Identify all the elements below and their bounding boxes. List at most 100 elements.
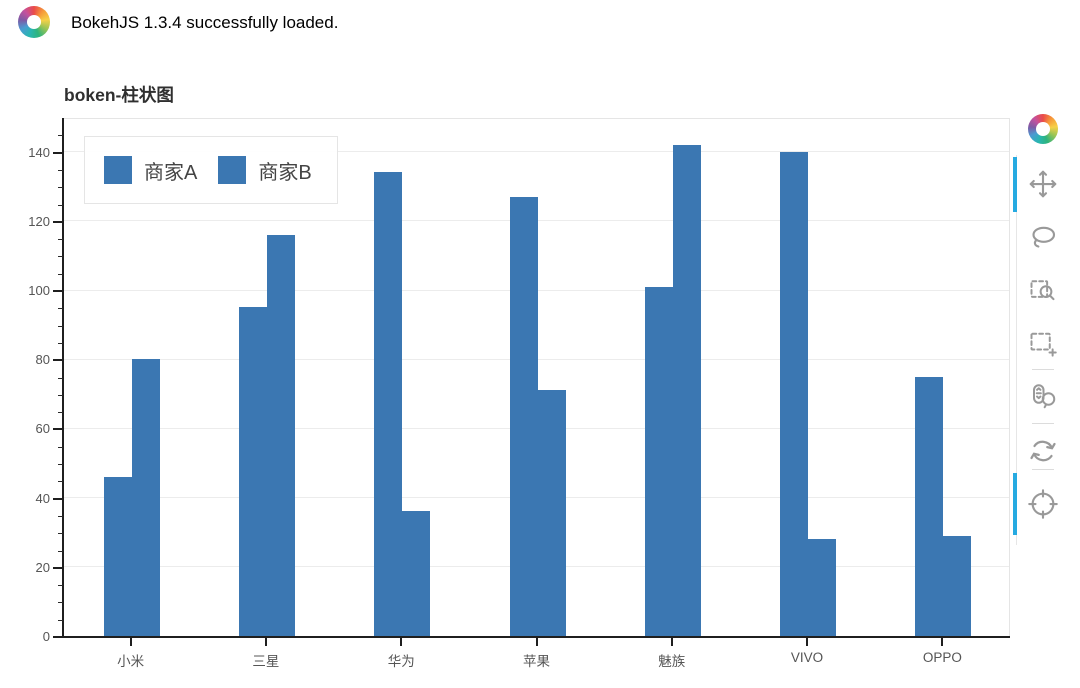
toolbar-separator (1032, 423, 1054, 424)
y-minor-tick (58, 308, 63, 310)
bokeh-logo-icon (18, 6, 50, 38)
y-minor-tick (58, 515, 63, 517)
y-minor-tick (58, 135, 63, 137)
y-major-tick (53, 428, 63, 431)
x-axis-line (62, 636, 1010, 638)
pan-icon (1029, 170, 1057, 198)
bar-商家A-魅族 (644, 286, 673, 636)
lasso-select-tool-button[interactable] (1028, 223, 1058, 253)
y-minor-tick (58, 446, 63, 448)
y-minor-tick (58, 256, 63, 258)
chart-title: boken-柱状图 (64, 85, 174, 105)
bar-商家A-苹果 (509, 196, 538, 636)
box-zoom-icon (1030, 280, 1055, 301)
bar-商家B-小米 (131, 359, 160, 636)
legend-swatch-a (104, 156, 132, 184)
x-major-tick (129, 638, 132, 646)
legend-label-b: 商家B (258, 161, 312, 184)
bar-商家A-OPPO (915, 376, 944, 636)
pan-active-indicator (1013, 157, 1017, 212)
x-major-tick (535, 638, 538, 646)
y-minor-tick (58, 585, 63, 587)
y-minor-tick (58, 412, 63, 414)
y-minor-tick (58, 187, 63, 189)
legend-label-a: 商家A (144, 161, 198, 184)
bar-商家B-魅族 (672, 144, 701, 636)
y-major-tick (53, 566, 63, 569)
y-major-tick (53, 220, 63, 223)
x-major-tick (806, 638, 809, 646)
y-tick-label: 120 (28, 213, 50, 229)
crosshair-tool-button[interactable] (1028, 489, 1058, 519)
bar-商家B-VIVO (808, 539, 837, 636)
y-tick-label: 140 (28, 144, 50, 160)
y-minor-tick (58, 550, 63, 552)
box-zoom-tool-button[interactable] (1028, 275, 1058, 305)
y-minor-tick (58, 325, 63, 327)
y-major-tick (53, 497, 63, 500)
y-minor-tick (58, 464, 63, 465)
x-tick-label: 魅族 (658, 654, 686, 669)
y-tick-label: 60 (35, 421, 50, 437)
y-minor-tick (58, 342, 63, 344)
x-tick-label: OPPO (922, 650, 962, 665)
bar-商家B-苹果 (537, 390, 566, 636)
wheel-zoom-icon (1033, 384, 1056, 409)
y-minor-tick (58, 169, 63, 171)
lasso-select-icon (1032, 226, 1056, 248)
y-tick-label: 100 (28, 283, 50, 298)
box-select-tool-button[interactable] (1028, 328, 1058, 358)
bar-商家B-OPPO (943, 535, 972, 636)
x-major-tick (264, 638, 267, 646)
crosshair-icon (1028, 489, 1058, 519)
y-minor-tick (58, 239, 63, 241)
y-major-tick (53, 636, 63, 638)
legend: 商家A 商家B (84, 136, 338, 204)
y-minor-tick (58, 394, 63, 396)
y-major-tick (53, 151, 63, 154)
y-major-tick (53, 290, 63, 292)
legend-swatch-b (218, 156, 247, 184)
crosshair-active-indicator (1013, 473, 1017, 535)
x-major-tick (941, 638, 944, 646)
x-tick-label: VIVO (790, 650, 824, 665)
bar-商家A-三星 (238, 307, 267, 636)
box-select-icon (1030, 332, 1057, 357)
x-tick-label: 苹果 (523, 654, 550, 669)
y-minor-tick (58, 481, 63, 483)
x-major-tick (400, 638, 403, 646)
y-tick-label: 80 (35, 352, 50, 368)
bar-商家B-三星 (266, 234, 295, 636)
bar-商家B-华为 (402, 511, 431, 636)
y-tick-label: 40 (35, 490, 50, 506)
pan-tool-button[interactable] (1028, 169, 1058, 199)
bar-商家A-VIVO (780, 151, 809, 636)
wheel-zoom-tool-button[interactable] (1028, 382, 1058, 412)
status-bar: BokehJS 1.3.4 successfully loaded. (0, 0, 1080, 46)
y-minor-tick (58, 619, 63, 621)
bar-商家A-华为 (374, 172, 403, 636)
toolbar-separator (1032, 369, 1054, 370)
y-major-tick (53, 359, 63, 362)
reset-icon (1030, 440, 1056, 462)
y-axis-line (62, 118, 64, 638)
y-minor-tick (58, 533, 63, 535)
y-minor-tick (58, 273, 63, 275)
toolbar-divider (1016, 155, 1017, 545)
y-minor-tick (58, 602, 63, 604)
status-text: BokehJS 1.3.4 successfully loaded. (71, 13, 339, 32)
y-minor-tick (58, 204, 63, 206)
x-tick-label: 华为 (387, 654, 415, 669)
x-tick-label: 小米 (117, 654, 145, 669)
plot-canvas[interactable] (63, 118, 1010, 637)
x-tick-label: 三星 (252, 654, 280, 669)
x-major-tick (670, 638, 673, 646)
toolbar-separator (1032, 469, 1054, 470)
y-minor-tick (58, 377, 63, 379)
bokeh-logo-icon[interactable] (1028, 114, 1058, 144)
y-tick-label: 20 (35, 559, 50, 575)
y-gridline (64, 151, 1009, 153)
bar-商家A-小米 (103, 476, 132, 636)
y-tick-label: 0 (42, 629, 50, 644)
reset-tool-button[interactable] (1028, 436, 1058, 466)
